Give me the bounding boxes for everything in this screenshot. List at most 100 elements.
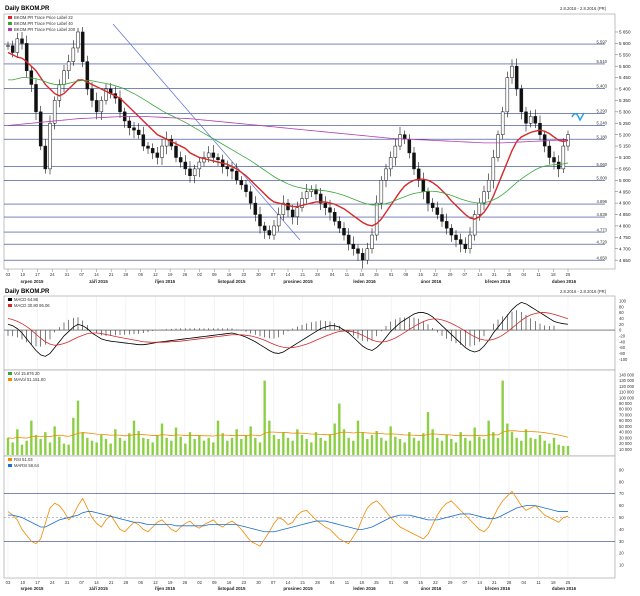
volume-bar-55 [263, 380, 266, 455]
price-xtick-label-16: 23 [241, 272, 246, 277]
candle-body-21 [104, 88, 108, 101]
candle-body-18 [90, 88, 94, 101]
price-level-label-4: 5.240 [597, 121, 608, 126]
volume-bar-74 [352, 440, 355, 455]
price-xtick-label-6: 14 [94, 272, 99, 277]
volume-bar-0 [6, 437, 10, 455]
price-xtick-label-21: 28 [315, 272, 320, 277]
legend-swatch-ma22 [8, 16, 12, 19]
volume-bar-101 [478, 436, 481, 455]
volume-bar-95 [450, 438, 453, 455]
legend-rsi: RSI 51.03 [14, 457, 33, 462]
candle-body-104 [491, 157, 496, 181]
volume-bar-105 [496, 437, 500, 455]
price-level-label-0: 5.597 [597, 39, 608, 44]
price-xtick-label-25: 25 [374, 272, 379, 277]
price-xtick-label-9: 05 [138, 272, 143, 277]
bottom-xtick-label-5: 07 [79, 580, 84, 585]
bottom-xtick-label-15: 16 [227, 580, 232, 585]
macd-ytick-label-3: 40 [619, 316, 624, 321]
volume-bar-97 [459, 432, 462, 455]
candle-body-84 [398, 134, 402, 147]
candle-body-2 [15, 38, 20, 53]
bottom-month-label-8: duben 2016 [552, 586, 577, 591]
alert-arrow-icon[interactable] [571, 112, 585, 122]
bottom-month-label-6: únor 2016 [421, 586, 442, 591]
price-ytick-label-14: 5 350 [619, 98, 631, 103]
volume-bar-69 [328, 434, 332, 455]
volume-bar-37 [179, 436, 182, 455]
volume-bar-65 [310, 442, 313, 455]
legend-macd-signal: MACD 30.80 95.06 [14, 303, 50, 308]
candle-body-47 [225, 166, 230, 170]
trend-line[interactable] [112, 23, 301, 241]
candle-body-119 [561, 145, 566, 170]
candle-body-16 [80, 31, 85, 62]
price-xtick-label-20: 21 [300, 272, 305, 277]
candle-body-100 [472, 214, 477, 236]
candle-body-105 [496, 134, 500, 158]
volume-bar-93 [440, 440, 444, 455]
candle-body-87 [412, 152, 416, 170]
volume-bar-46 [221, 433, 224, 455]
volume-bar-115 [543, 440, 546, 455]
candle-body-59 [281, 202, 286, 215]
bottom-xtick-label-0: 03 [6, 580, 11, 585]
volume-bar-63 [300, 434, 304, 455]
candle-body-117 [552, 157, 556, 163]
price-xtick-label-29: 22 [433, 272, 438, 277]
volume-ytick-label-13: 10 000 [619, 447, 632, 452]
candle-body-111 [524, 111, 528, 124]
volume-bar-80 [380, 437, 383, 455]
candle-body-76 [360, 253, 365, 261]
rsi-ytick-label-4: 50 [619, 515, 624, 520]
candle-body-94 [444, 221, 449, 229]
macd-ytick-label-2: 60 [619, 310, 624, 315]
price-xtick-label-2: 17 [35, 272, 40, 277]
price-level-label-6: 5.060 [597, 162, 608, 167]
price-ytick-label-2: 4 750 [619, 235, 631, 240]
candle-body-27 [132, 127, 136, 131]
price-month-label-7: březen 2016 [485, 279, 511, 284]
volume-ytick-label-1: 130 000 [619, 378, 635, 383]
candle-body-52 [248, 191, 253, 204]
macd-ytick-label-6: -20 [619, 333, 626, 338]
price-xtick-label-18: 07 [271, 272, 276, 277]
candle-body-39 [188, 168, 192, 176]
macd-ytick-label-7: -40 [619, 339, 626, 344]
volume-bar-104 [492, 432, 495, 455]
price-ytick-label-13: 5 300 [619, 109, 631, 114]
volume-bar-114 [538, 434, 542, 455]
candle-body-53 [253, 202, 258, 215]
volume-bar-118 [557, 444, 560, 455]
volume-bar-5 [30, 420, 33, 455]
bottom-xtick-label-14: 09 [212, 580, 217, 585]
candle-body-110 [519, 88, 524, 113]
candle-body-116 [547, 145, 552, 158]
candle-body-62 [295, 207, 300, 218]
legend-ma200: BKOM.PR Trace Price Label 200 [14, 27, 76, 32]
legend-swatch-vol [8, 372, 12, 375]
candle-body-71 [337, 221, 342, 229]
price-level-label-10: 4.773 [597, 227, 608, 232]
volume-bar-10 [53, 426, 56, 455]
candle-body-63 [300, 198, 304, 208]
candle-body-44 [211, 152, 216, 158]
bottom-xtick-label-30: 29 [448, 580, 453, 585]
macd-ytick-label-1: 80 [619, 304, 624, 309]
volume-bar-29 [142, 437, 145, 455]
price-xtick-label-4: 31 [65, 272, 70, 277]
price-xtick-label-26: 01 [389, 272, 394, 277]
candle-body-30 [146, 145, 150, 149]
candle-body-56 [267, 230, 272, 236]
price-xtick-label-17: 30 [256, 272, 261, 277]
price-ytick-label-16: 5 450 [619, 75, 631, 80]
bottom-xtick-label-37: 18 [551, 580, 556, 585]
price-xtick-label-3: 24 [50, 272, 55, 277]
volume-bar-106 [501, 380, 504, 455]
volume-bar-21 [104, 438, 108, 455]
bottom-xtick-label-21: 28 [315, 580, 320, 585]
candle-body-108 [510, 65, 514, 78]
volume-bar-9 [48, 442, 52, 455]
volume-bar-77 [366, 438, 369, 455]
